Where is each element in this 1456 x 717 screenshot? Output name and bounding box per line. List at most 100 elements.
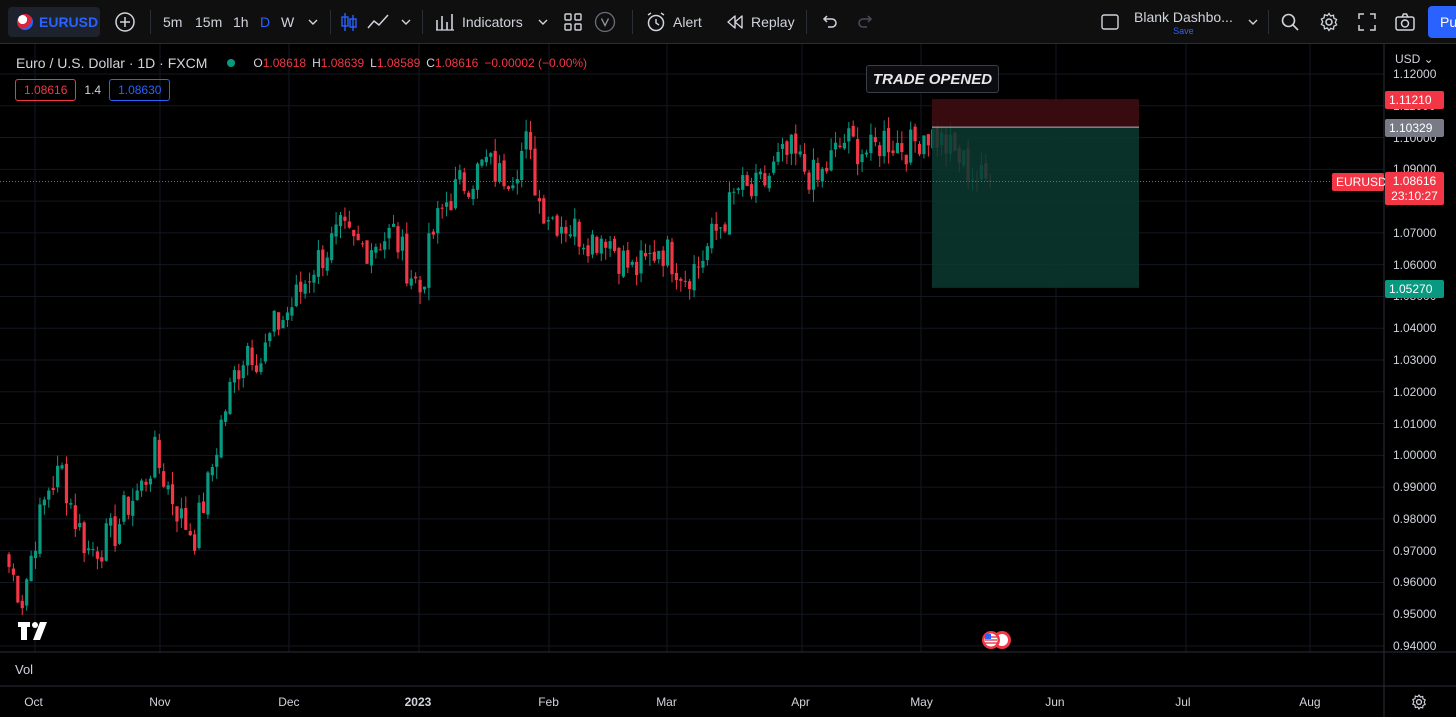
price-tick-label: 0.95000 <box>1393 607 1437 622</box>
candle-body <box>811 159 816 190</box>
indicators-button[interactable]: Indicators <box>434 0 523 44</box>
candle-body <box>338 215 343 227</box>
candle-body <box>246 346 250 366</box>
candle-body <box>414 276 418 279</box>
candle-body <box>577 221 581 247</box>
publish-button[interactable]: Pu <box>1428 6 1456 38</box>
candle-body <box>201 501 206 513</box>
candle-body <box>391 223 396 227</box>
candle-body <box>352 229 356 237</box>
candle-body <box>91 549 95 551</box>
candle-body <box>679 278 683 281</box>
bid-price[interactable]: 1.08616 <box>15 79 77 101</box>
candle-body <box>440 207 444 209</box>
candle-body <box>290 307 294 316</box>
candle-body <box>475 163 480 190</box>
candle-body <box>299 281 303 292</box>
candle-body <box>829 150 833 171</box>
candle-body <box>515 179 519 184</box>
symbol-title[interactable]: Euro / U.S. Dollar · 1D · FXCM <box>16 55 208 71</box>
line-chart-icon[interactable] <box>366 0 390 44</box>
undo-icon[interactable] <box>820 0 838 44</box>
chart-area[interactable] <box>0 44 1456 717</box>
candle-body <box>285 312 290 321</box>
interval-15m[interactable]: 15m <box>195 14 223 30</box>
interval-5m[interactable]: 5m <box>163 14 183 30</box>
candle-body <box>696 266 701 268</box>
chevron-down-icon[interactable] <box>1247 0 1259 44</box>
price-chart[interactable] <box>0 44 1456 717</box>
candle-body <box>383 241 387 250</box>
candle-body <box>546 220 550 222</box>
candle-body <box>374 246 378 253</box>
alert-button[interactable]: Alert <box>645 0 702 44</box>
camera-icon[interactable] <box>1394 0 1416 44</box>
candle-body <box>816 162 820 180</box>
ohlc-key-h: H <box>312 56 321 70</box>
candle-body <box>803 154 807 172</box>
layouts-grid-icon[interactable] <box>563 0 583 44</box>
currency-selector[interactable]: USD ⌄ <box>1395 52 1434 66</box>
take-profit-zone <box>932 127 1139 288</box>
candle-body <box>657 250 661 260</box>
trade-opened-label[interactable]: TRADE OPENED <box>866 65 999 93</box>
candle-body <box>847 128 851 142</box>
candles-icon[interactable] <box>340 0 358 44</box>
indicators-icon <box>436 14 454 31</box>
candle-body <box>798 151 802 155</box>
candle-body <box>281 319 285 329</box>
time-tick-label: Nov <box>149 695 171 709</box>
ohlc-key-c: C <box>426 56 435 70</box>
interval-d[interactable]: D <box>260 14 271 30</box>
scale-settings-gear-icon[interactable] <box>1410 693 1428 716</box>
candle-body <box>749 184 754 197</box>
chevron-down-icon[interactable] <box>537 0 549 44</box>
ohlc-key-o: O <box>253 56 263 70</box>
bid-ask-box: 1.08616 1.4 1.08630 <box>15 79 171 101</box>
candle-body <box>11 568 16 575</box>
candle-body <box>467 192 471 198</box>
price-tick-label: 0.99000 <box>1393 480 1437 495</box>
candle-body <box>140 480 144 491</box>
candle-body <box>343 216 347 221</box>
candle-body <box>895 142 900 154</box>
candle-body <box>882 130 886 157</box>
interval-w[interactable]: W <box>281 14 295 30</box>
current-symbol-label: EURUSD <box>1332 173 1387 191</box>
indicators-label: Indicators <box>462 14 523 30</box>
candle-body <box>259 363 263 372</box>
gear-icon[interactable] <box>1318 0 1340 44</box>
candle-body <box>86 548 91 551</box>
interval-1h[interactable]: 1h <box>233 14 249 30</box>
chevron-down-icon[interactable] <box>307 0 319 44</box>
economic-events-icon[interactable] <box>980 629 1016 656</box>
candle-body <box>356 233 360 241</box>
layout-square-icon[interactable] <box>1100 0 1120 44</box>
search-icon[interactable] <box>1280 0 1300 44</box>
candle-body <box>807 172 811 190</box>
candle-body <box>100 557 104 562</box>
tradingview-logo-icon[interactable] <box>18 622 50 645</box>
layout-name-button[interactable]: Blank Dashbo... Save <box>1134 9 1233 37</box>
candle-body <box>568 234 572 237</box>
candle-body <box>480 159 484 166</box>
candle-body <box>263 342 267 362</box>
volume-pane-label[interactable]: Vol <box>15 662 34 677</box>
candle-body <box>909 129 913 163</box>
templates-icon[interactable] <box>594 0 616 44</box>
fullscreen-icon[interactable] <box>1357 0 1377 44</box>
redo-icon[interactable] <box>857 0 875 44</box>
add-symbol-icon[interactable] <box>114 0 136 44</box>
ohlc-value-c: 1.08616 <box>434 56 479 70</box>
replay-button[interactable]: Replay <box>725 0 795 44</box>
candle-body <box>153 436 157 478</box>
time-tick-label: Dec <box>278 695 300 709</box>
symbol-search-button[interactable]: EURUSD <box>8 7 100 37</box>
price-tick-label: 1.03000 <box>1393 353 1437 367</box>
ask-price[interactable]: 1.08630 <box>109 79 171 101</box>
price-tick-label: 1.07000 <box>1393 225 1437 240</box>
candle-body <box>555 215 559 236</box>
chevron-down-icon[interactable] <box>400 0 412 44</box>
rewind-icon <box>727 15 743 29</box>
candle-body <box>674 272 679 281</box>
